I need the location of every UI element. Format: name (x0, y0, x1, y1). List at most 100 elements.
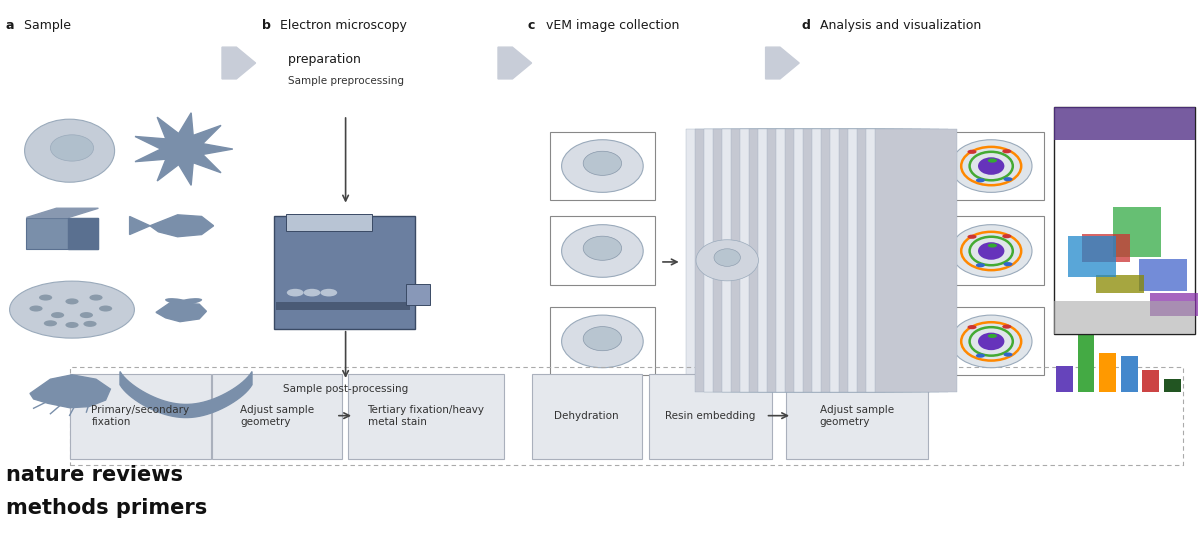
Circle shape (10, 281, 134, 338)
Text: a: a (6, 19, 14, 32)
Text: vEM image collection: vEM image collection (542, 19, 679, 32)
Circle shape (967, 150, 977, 154)
Ellipse shape (25, 119, 115, 182)
FancyBboxPatch shape (550, 132, 655, 200)
Text: Adjust sample
geometry: Adjust sample geometry (820, 406, 894, 427)
Circle shape (66, 298, 79, 305)
FancyBboxPatch shape (785, 129, 866, 392)
Circle shape (84, 321, 97, 327)
FancyBboxPatch shape (26, 218, 98, 249)
FancyBboxPatch shape (731, 129, 814, 392)
FancyBboxPatch shape (1078, 334, 1094, 392)
Circle shape (98, 306, 113, 311)
FancyBboxPatch shape (938, 132, 1044, 200)
Ellipse shape (950, 315, 1032, 368)
FancyBboxPatch shape (713, 129, 794, 392)
Circle shape (38, 294, 53, 300)
Polygon shape (30, 375, 110, 408)
Circle shape (988, 158, 997, 163)
FancyBboxPatch shape (821, 129, 902, 392)
Ellipse shape (978, 333, 1004, 350)
FancyBboxPatch shape (786, 374, 928, 459)
Circle shape (1003, 177, 1013, 181)
FancyBboxPatch shape (686, 129, 768, 392)
FancyBboxPatch shape (406, 284, 430, 305)
FancyBboxPatch shape (1054, 107, 1195, 140)
FancyBboxPatch shape (1056, 366, 1073, 392)
Text: Sample post-processing: Sample post-processing (283, 384, 408, 393)
Circle shape (90, 294, 103, 300)
Ellipse shape (562, 140, 643, 192)
Circle shape (988, 334, 997, 338)
FancyBboxPatch shape (804, 129, 886, 392)
Polygon shape (150, 215, 214, 237)
FancyBboxPatch shape (1142, 370, 1159, 392)
Circle shape (66, 322, 79, 328)
Circle shape (967, 235, 977, 239)
Polygon shape (156, 302, 206, 322)
FancyBboxPatch shape (840, 129, 922, 392)
Ellipse shape (166, 298, 190, 305)
FancyBboxPatch shape (875, 129, 958, 392)
Circle shape (976, 353, 985, 358)
FancyBboxPatch shape (749, 129, 830, 392)
FancyBboxPatch shape (274, 216, 415, 329)
Text: c: c (528, 19, 535, 32)
Circle shape (976, 178, 985, 182)
Text: Analysis and visualization: Analysis and visualization (816, 19, 982, 32)
Circle shape (1002, 234, 1012, 238)
FancyBboxPatch shape (70, 374, 211, 459)
FancyBboxPatch shape (1121, 356, 1138, 392)
Circle shape (43, 320, 58, 327)
Circle shape (29, 306, 43, 311)
FancyBboxPatch shape (532, 374, 642, 459)
Ellipse shape (583, 236, 622, 260)
FancyBboxPatch shape (812, 129, 894, 392)
FancyBboxPatch shape (649, 374, 772, 459)
Polygon shape (68, 218, 98, 249)
Circle shape (1002, 324, 1012, 329)
Circle shape (320, 289, 337, 296)
Circle shape (1002, 149, 1012, 153)
FancyBboxPatch shape (938, 307, 1044, 375)
Polygon shape (120, 372, 252, 418)
Polygon shape (26, 208, 98, 218)
Ellipse shape (583, 327, 622, 351)
FancyBboxPatch shape (348, 374, 504, 459)
Polygon shape (130, 216, 150, 235)
Circle shape (1003, 262, 1013, 266)
Circle shape (967, 325, 977, 329)
FancyArrow shape (222, 47, 256, 79)
Ellipse shape (950, 225, 1032, 277)
FancyBboxPatch shape (938, 216, 1044, 285)
FancyBboxPatch shape (776, 129, 858, 392)
FancyBboxPatch shape (758, 129, 840, 392)
Ellipse shape (714, 249, 740, 266)
FancyBboxPatch shape (1114, 207, 1162, 257)
Text: Dehydration: Dehydration (554, 411, 619, 421)
Text: Electron microscopy: Electron microscopy (276, 19, 407, 32)
FancyBboxPatch shape (794, 129, 876, 392)
Text: Primary/secondary
fixation: Primary/secondary fixation (91, 406, 190, 427)
FancyBboxPatch shape (1082, 234, 1130, 261)
FancyBboxPatch shape (848, 129, 930, 392)
Ellipse shape (696, 240, 758, 281)
Circle shape (50, 312, 65, 318)
FancyBboxPatch shape (1099, 353, 1116, 392)
FancyBboxPatch shape (1164, 379, 1181, 392)
Circle shape (988, 243, 997, 248)
Text: preparation: preparation (276, 53, 361, 66)
Text: Resin embedding: Resin embedding (665, 411, 756, 421)
FancyBboxPatch shape (1096, 275, 1144, 293)
Ellipse shape (950, 140, 1032, 192)
FancyBboxPatch shape (768, 129, 850, 392)
Ellipse shape (562, 225, 643, 277)
FancyBboxPatch shape (550, 307, 655, 375)
FancyBboxPatch shape (704, 129, 786, 392)
Text: d: d (802, 19, 810, 32)
Circle shape (976, 263, 985, 267)
Text: Sample: Sample (20, 19, 72, 32)
Text: methods primers: methods primers (6, 498, 208, 518)
FancyBboxPatch shape (695, 129, 778, 392)
Circle shape (1003, 352, 1013, 357)
